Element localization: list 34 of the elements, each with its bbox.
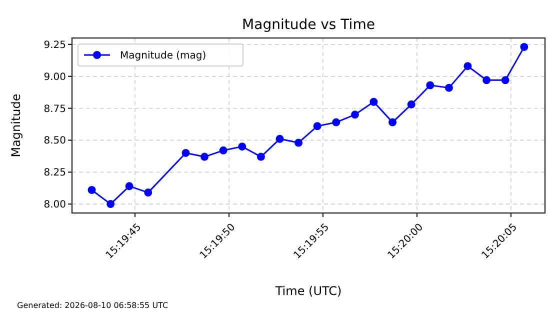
- point: [106, 200, 115, 208]
- y-tick-label: 8.25: [44, 168, 66, 179]
- point: [332, 118, 340, 126]
- y-tick-label: 8.50: [44, 136, 66, 147]
- text: Generated: 2026-08-10 06:58:55 UTC: [17, 301, 168, 310]
- point: [256, 152, 265, 161]
- point: [350, 110, 359, 119]
- point: [182, 148, 190, 157]
- point: [482, 76, 491, 84]
- y-axis-title: Magnitude: [9, 94, 23, 158]
- point: [370, 98, 378, 106]
- point: [88, 186, 96, 194]
- point: [200, 152, 209, 161]
- point: [276, 134, 284, 143]
- y-tick-label: 8.00: [44, 200, 66, 211]
- x-axis-title: Time (UTC): [274, 284, 342, 298]
- point: [501, 76, 510, 84]
- y-tick-label: 9.25: [44, 40, 66, 51]
- point: [520, 42, 528, 51]
- point: [426, 81, 434, 90]
- point: [219, 146, 228, 154]
- y-tick-label: 8.75: [44, 104, 66, 115]
- y-tick-label: 9.00: [44, 72, 66, 83]
- point: [388, 118, 397, 126]
- point: [464, 62, 472, 70]
- point: [407, 100, 416, 108]
- point: [444, 84, 453, 92]
- legend-label: Magnitude (mag): [120, 50, 206, 62]
- point: [125, 182, 134, 190]
- point: [294, 138, 303, 147]
- chart-title: Magnitude vs Time: [242, 17, 375, 33]
- point: [144, 188, 152, 197]
- point: [313, 122, 322, 130]
- point: [238, 142, 246, 151]
